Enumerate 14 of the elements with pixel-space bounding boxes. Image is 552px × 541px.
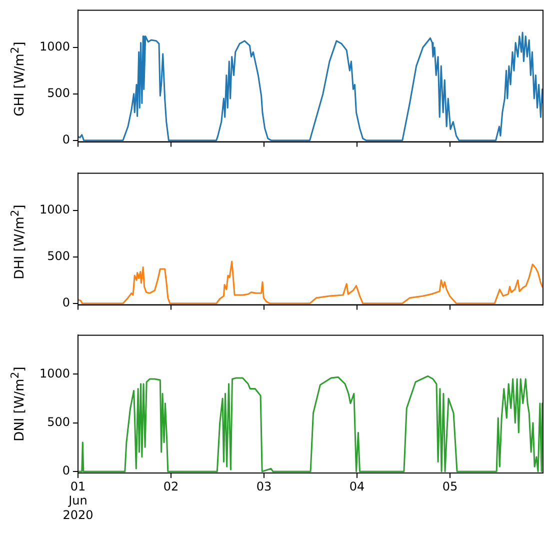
x-tick-label: 05 bbox=[442, 479, 458, 494]
y-tick-label: 0 bbox=[62, 464, 70, 478]
y-tick-label: 500 bbox=[47, 86, 70, 100]
y-tick-label: 0 bbox=[62, 296, 70, 310]
y-tick-label: 0 bbox=[62, 132, 70, 147]
y-tick-label: 1000 bbox=[39, 40, 70, 54]
x-tick-label: 01 Jun 2020 bbox=[62, 479, 94, 522]
x-tick-label: 02 bbox=[163, 479, 179, 494]
y-tick-label: 500 bbox=[47, 249, 70, 264]
x-tick-label: 04 bbox=[349, 479, 365, 494]
y-tick-label: 1000 bbox=[39, 202, 70, 217]
y-tick-label: 500 bbox=[47, 414, 70, 429]
y-tick-label: 1000 bbox=[39, 366, 70, 380]
x-tick-label: 03 bbox=[256, 479, 272, 494]
